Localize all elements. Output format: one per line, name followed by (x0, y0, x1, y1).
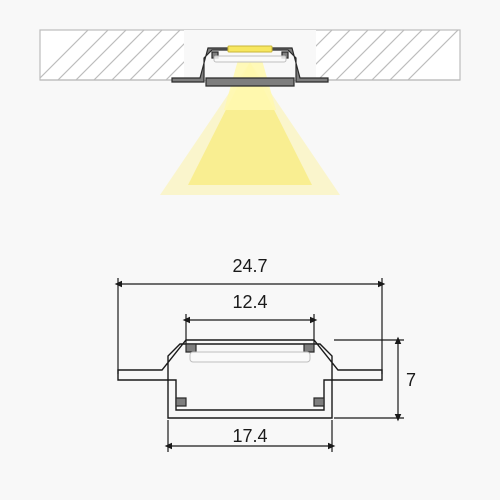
diagram-root: 24.7 12.4 (0, 0, 500, 500)
dim-height: 7 (334, 340, 416, 418)
led-strip (228, 46, 272, 52)
dim-base-width: 17.4 (168, 420, 332, 452)
dim-inner-width-label: 12.4 (232, 292, 267, 312)
dim-base-width-label: 17.4 (232, 426, 267, 446)
diagram-svg: 24.7 12.4 (0, 0, 500, 500)
dim-height-label: 7 (406, 370, 416, 390)
profile-section (118, 340, 382, 418)
dim-inner-width: 12.4 (186, 292, 314, 344)
diffuser-section (190, 352, 310, 362)
installed-view (40, 30, 460, 195)
dim-overall-width-label: 24.7 (232, 256, 267, 276)
diffuser-top (214, 56, 286, 62)
dimensioned-section: 24.7 12.4 (118, 256, 416, 452)
